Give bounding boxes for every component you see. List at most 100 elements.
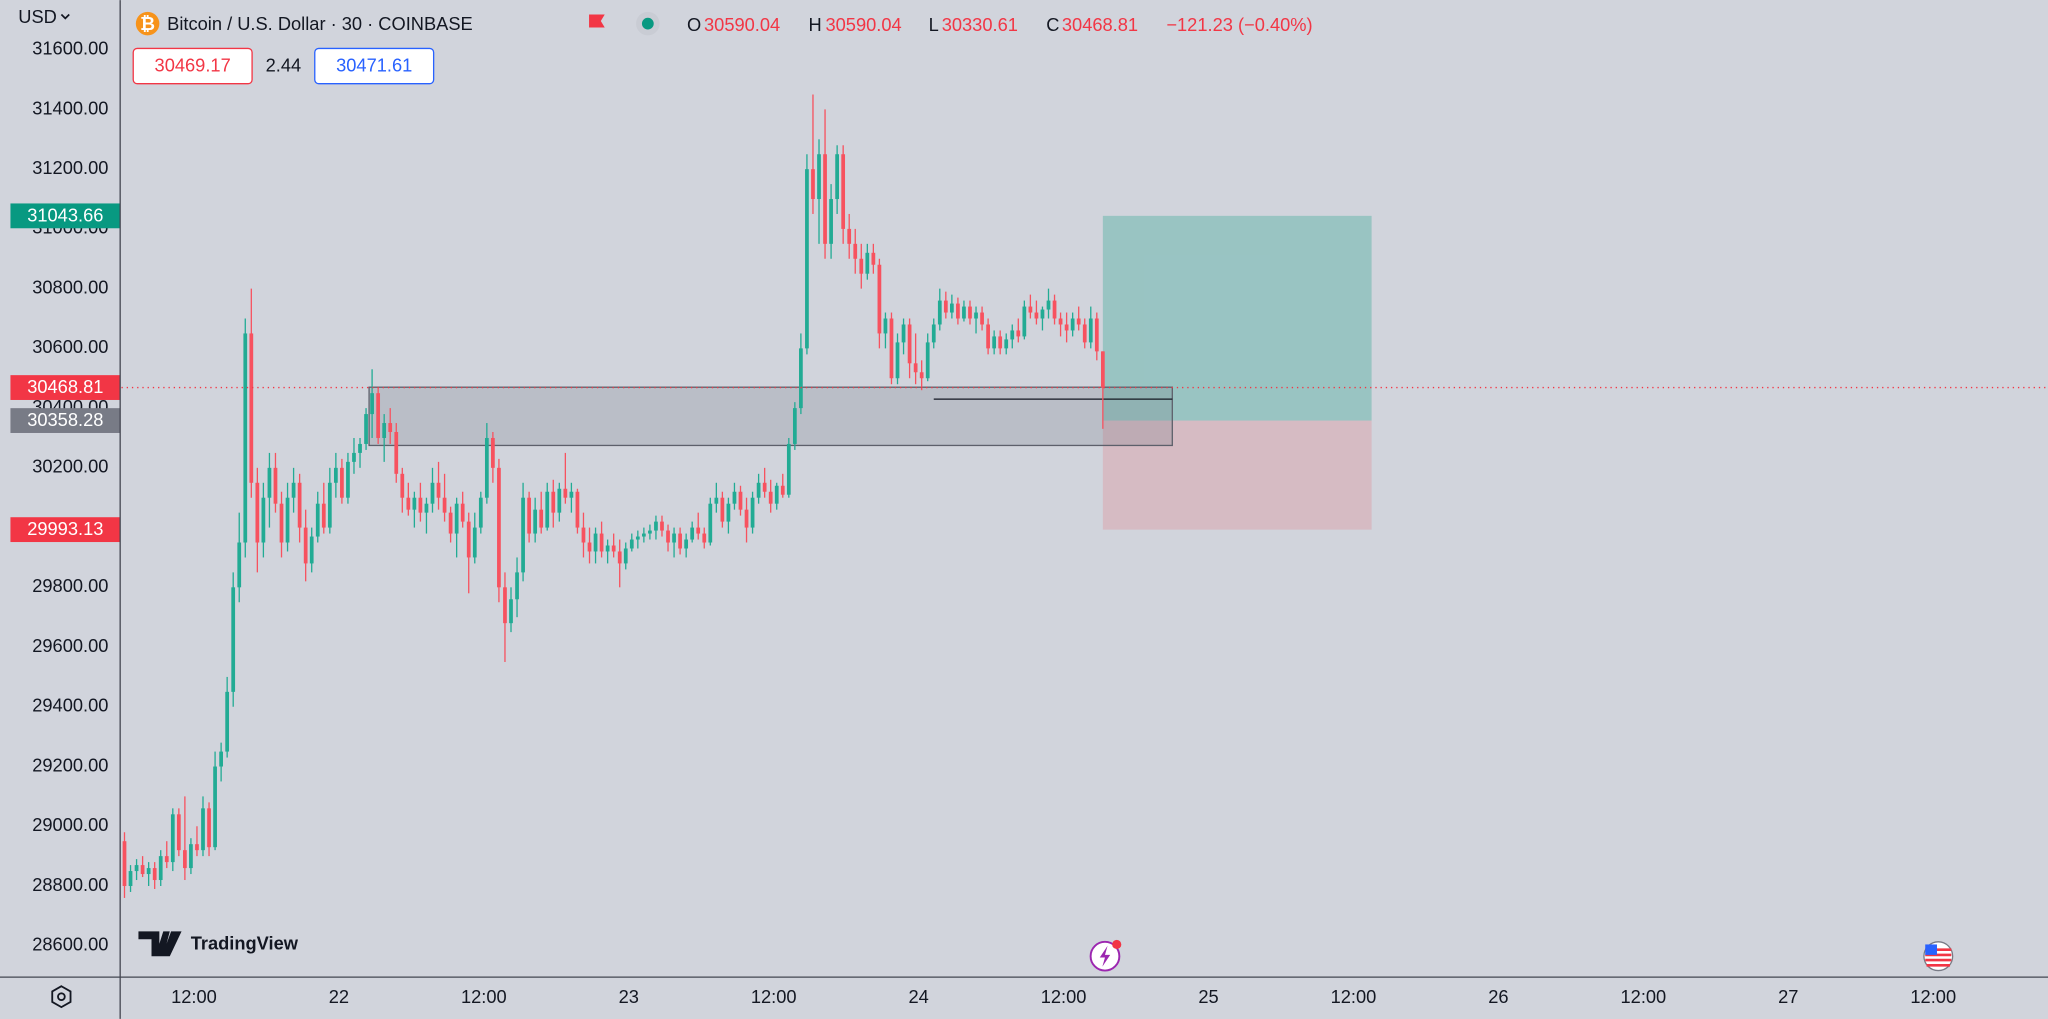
candle-body	[128, 871, 133, 886]
y-tick-label: 29600.00	[32, 635, 108, 656]
candle-body	[352, 452, 356, 462]
candle-body	[491, 437, 495, 468]
candle-body	[744, 509, 749, 528]
candle-body	[1052, 300, 1057, 319]
candle-body	[660, 521, 664, 531]
candle-body	[557, 488, 562, 513]
flag-icon[interactable]	[589, 14, 605, 28]
candle-body	[1058, 318, 1063, 325]
bitcoin-icon-glyph: ₿	[140, 13, 155, 34]
candle-body	[974, 312, 978, 319]
bitcoin-icon	[135, 11, 160, 36]
ask-box[interactable]	[314, 47, 435, 85]
ohlc-legend: O 30590.04 H 30590.04 L 30330.61 C 30468.81 −121…	[687, 14, 1313, 35]
price-label: 29993.13	[27, 518, 103, 539]
candle-body	[448, 512, 453, 534]
candle-body	[835, 154, 839, 200]
candle-body	[484, 437, 489, 498]
candle-body	[388, 423, 393, 433]
candle-body	[140, 865, 145, 875]
candle-body	[454, 503, 459, 534]
candle-body	[925, 342, 930, 379]
candle-body	[297, 482, 302, 528]
candle-body	[696, 527, 701, 534]
settings-icon[interactable]	[51, 985, 72, 1009]
currency-caret[interactable]	[60, 13, 70, 20]
candle-body	[1034, 312, 1039, 319]
candle-body	[817, 154, 821, 200]
candle-body	[1028, 306, 1033, 313]
ohlc-label: L	[929, 14, 939, 35]
currency-selector[interactable]: USD	[18, 6, 57, 27]
candle-body	[219, 751, 223, 767]
watermark-logo	[138, 931, 182, 957]
watermark-text: TradingView	[191, 932, 299, 953]
candle-body	[340, 467, 344, 498]
lightning-icon[interactable]	[1089, 939, 1122, 972]
candle-body	[1082, 324, 1087, 343]
y-tick-label: 30600.00	[32, 336, 108, 357]
candle-body	[992, 336, 997, 349]
candle-body	[593, 533, 598, 552]
candle-body	[497, 467, 501, 588]
candle-body	[1016, 330, 1021, 337]
candle-body	[599, 533, 604, 552]
bid-box[interactable]	[132, 47, 253, 85]
candle-body	[309, 536, 314, 564]
ask-price[interactable]: 30471.61	[336, 55, 412, 76]
position-loss-area[interactable]	[1102, 420, 1372, 530]
candle-body	[877, 264, 882, 334]
symbol-title[interactable]: Bitcoin / U.S. Dollar · 30 · COINBASE	[167, 13, 473, 34]
candle-body	[442, 497, 447, 513]
y-tick-label: 29200.00	[32, 754, 108, 775]
market-status-dot	[641, 17, 654, 30]
ohlc-value: 30590.04	[825, 14, 901, 35]
x-tick-label: 23	[619, 986, 639, 1007]
candle-body	[587, 542, 592, 552]
overlay-layer: 28600.00 28800.00 29000.00 29200.00 29400.00…	[10, 38, 2048, 1007]
candle-body	[418, 497, 423, 513]
candle-body	[605, 545, 610, 552]
x-tick-label: 12:00	[1621, 986, 1667, 1007]
candle-body	[871, 252, 876, 265]
candle-body	[949, 303, 954, 313]
x-tick-label: 12:00	[461, 986, 507, 1007]
candle-body	[515, 572, 519, 600]
candle-body	[400, 473, 405, 498]
candle-body	[943, 300, 948, 313]
y-tick-label: 29400.00	[32, 695, 108, 716]
candle-body	[412, 497, 417, 510]
price-label: 30468.81	[27, 376, 103, 397]
candle-body	[702, 533, 707, 543]
candle-body	[623, 548, 628, 564]
price-label-box	[10, 517, 121, 543]
x-tick-label: 24	[908, 986, 928, 1007]
us-flag-icon[interactable]	[1923, 941, 1954, 972]
y-tick-label: 29000.00	[32, 814, 108, 835]
settings-hexagon[interactable]	[51, 985, 72, 1009]
candle-body	[460, 503, 465, 522]
candles-layer	[122, 94, 1105, 898]
candle-body	[243, 333, 248, 543]
y-tick-label: 31400.00	[32, 97, 108, 118]
candle-body	[170, 814, 175, 863]
candle-body	[164, 856, 169, 863]
bid-price[interactable]: 30469.17	[155, 55, 231, 76]
candle-body	[738, 491, 743, 510]
candle-body	[648, 530, 652, 534]
x-tick-label: 12:00	[171, 986, 217, 1007]
candle-body	[956, 303, 960, 319]
y-tick-label: 28600.00	[32, 934, 108, 955]
zone-rectangle[interactable]	[368, 386, 1173, 447]
candle-body	[617, 551, 622, 564]
candle-body	[279, 503, 284, 543]
candle-body	[901, 324, 906, 343]
flag-canton	[1925, 944, 1937, 955]
position-profit-area[interactable]	[1102, 215, 1372, 421]
candle-body	[1010, 330, 1015, 340]
lightning-badge	[1112, 939, 1122, 950]
candle-body	[841, 154, 846, 229]
price-label: 30358.28	[27, 409, 103, 430]
candle-body	[919, 372, 924, 379]
candle-body	[937, 300, 942, 325]
